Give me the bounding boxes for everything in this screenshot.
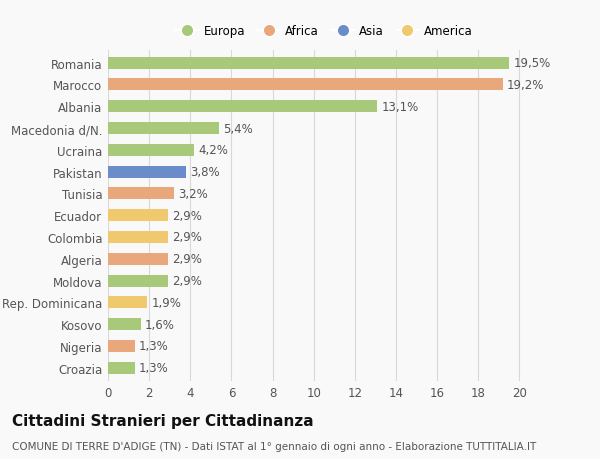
Text: 1,9%: 1,9% — [151, 296, 181, 309]
Bar — [108, 123, 219, 135]
Text: 1,3%: 1,3% — [139, 340, 169, 353]
Text: 19,2%: 19,2% — [507, 79, 544, 92]
Text: 2,9%: 2,9% — [172, 209, 202, 222]
Text: Cittadini Stranieri per Cittadinanza: Cittadini Stranieri per Cittadinanza — [12, 413, 314, 428]
Bar — [108, 210, 167, 222]
Text: 2,9%: 2,9% — [172, 253, 202, 266]
Legend: Europa, Africa, Asia, America: Europa, Africa, Asia, America — [175, 25, 473, 38]
Text: COMUNE DI TERRE D'ADIGE (TN) - Dati ISTAT al 1° gennaio di ogni anno - Elaborazi: COMUNE DI TERRE D'ADIGE (TN) - Dati ISTA… — [12, 441, 536, 451]
Bar — [108, 101, 377, 113]
Text: 5,4%: 5,4% — [223, 122, 253, 135]
Text: 3,8%: 3,8% — [190, 166, 220, 179]
Text: 13,1%: 13,1% — [382, 101, 419, 113]
Bar — [108, 362, 135, 374]
Bar — [108, 340, 135, 352]
Text: 2,9%: 2,9% — [172, 231, 202, 244]
Bar — [108, 57, 509, 69]
Text: 1,3%: 1,3% — [139, 361, 169, 375]
Bar — [108, 231, 167, 243]
Text: 4,2%: 4,2% — [199, 144, 229, 157]
Bar — [108, 145, 194, 157]
Bar — [108, 166, 186, 178]
Bar — [108, 253, 167, 265]
Bar — [108, 319, 141, 330]
Bar — [108, 79, 503, 91]
Bar — [108, 297, 147, 308]
Text: 2,9%: 2,9% — [172, 274, 202, 287]
Text: 19,5%: 19,5% — [513, 57, 551, 70]
Bar — [108, 188, 174, 200]
Text: 1,6%: 1,6% — [145, 318, 175, 331]
Bar — [108, 275, 167, 287]
Text: 3,2%: 3,2% — [178, 188, 208, 201]
